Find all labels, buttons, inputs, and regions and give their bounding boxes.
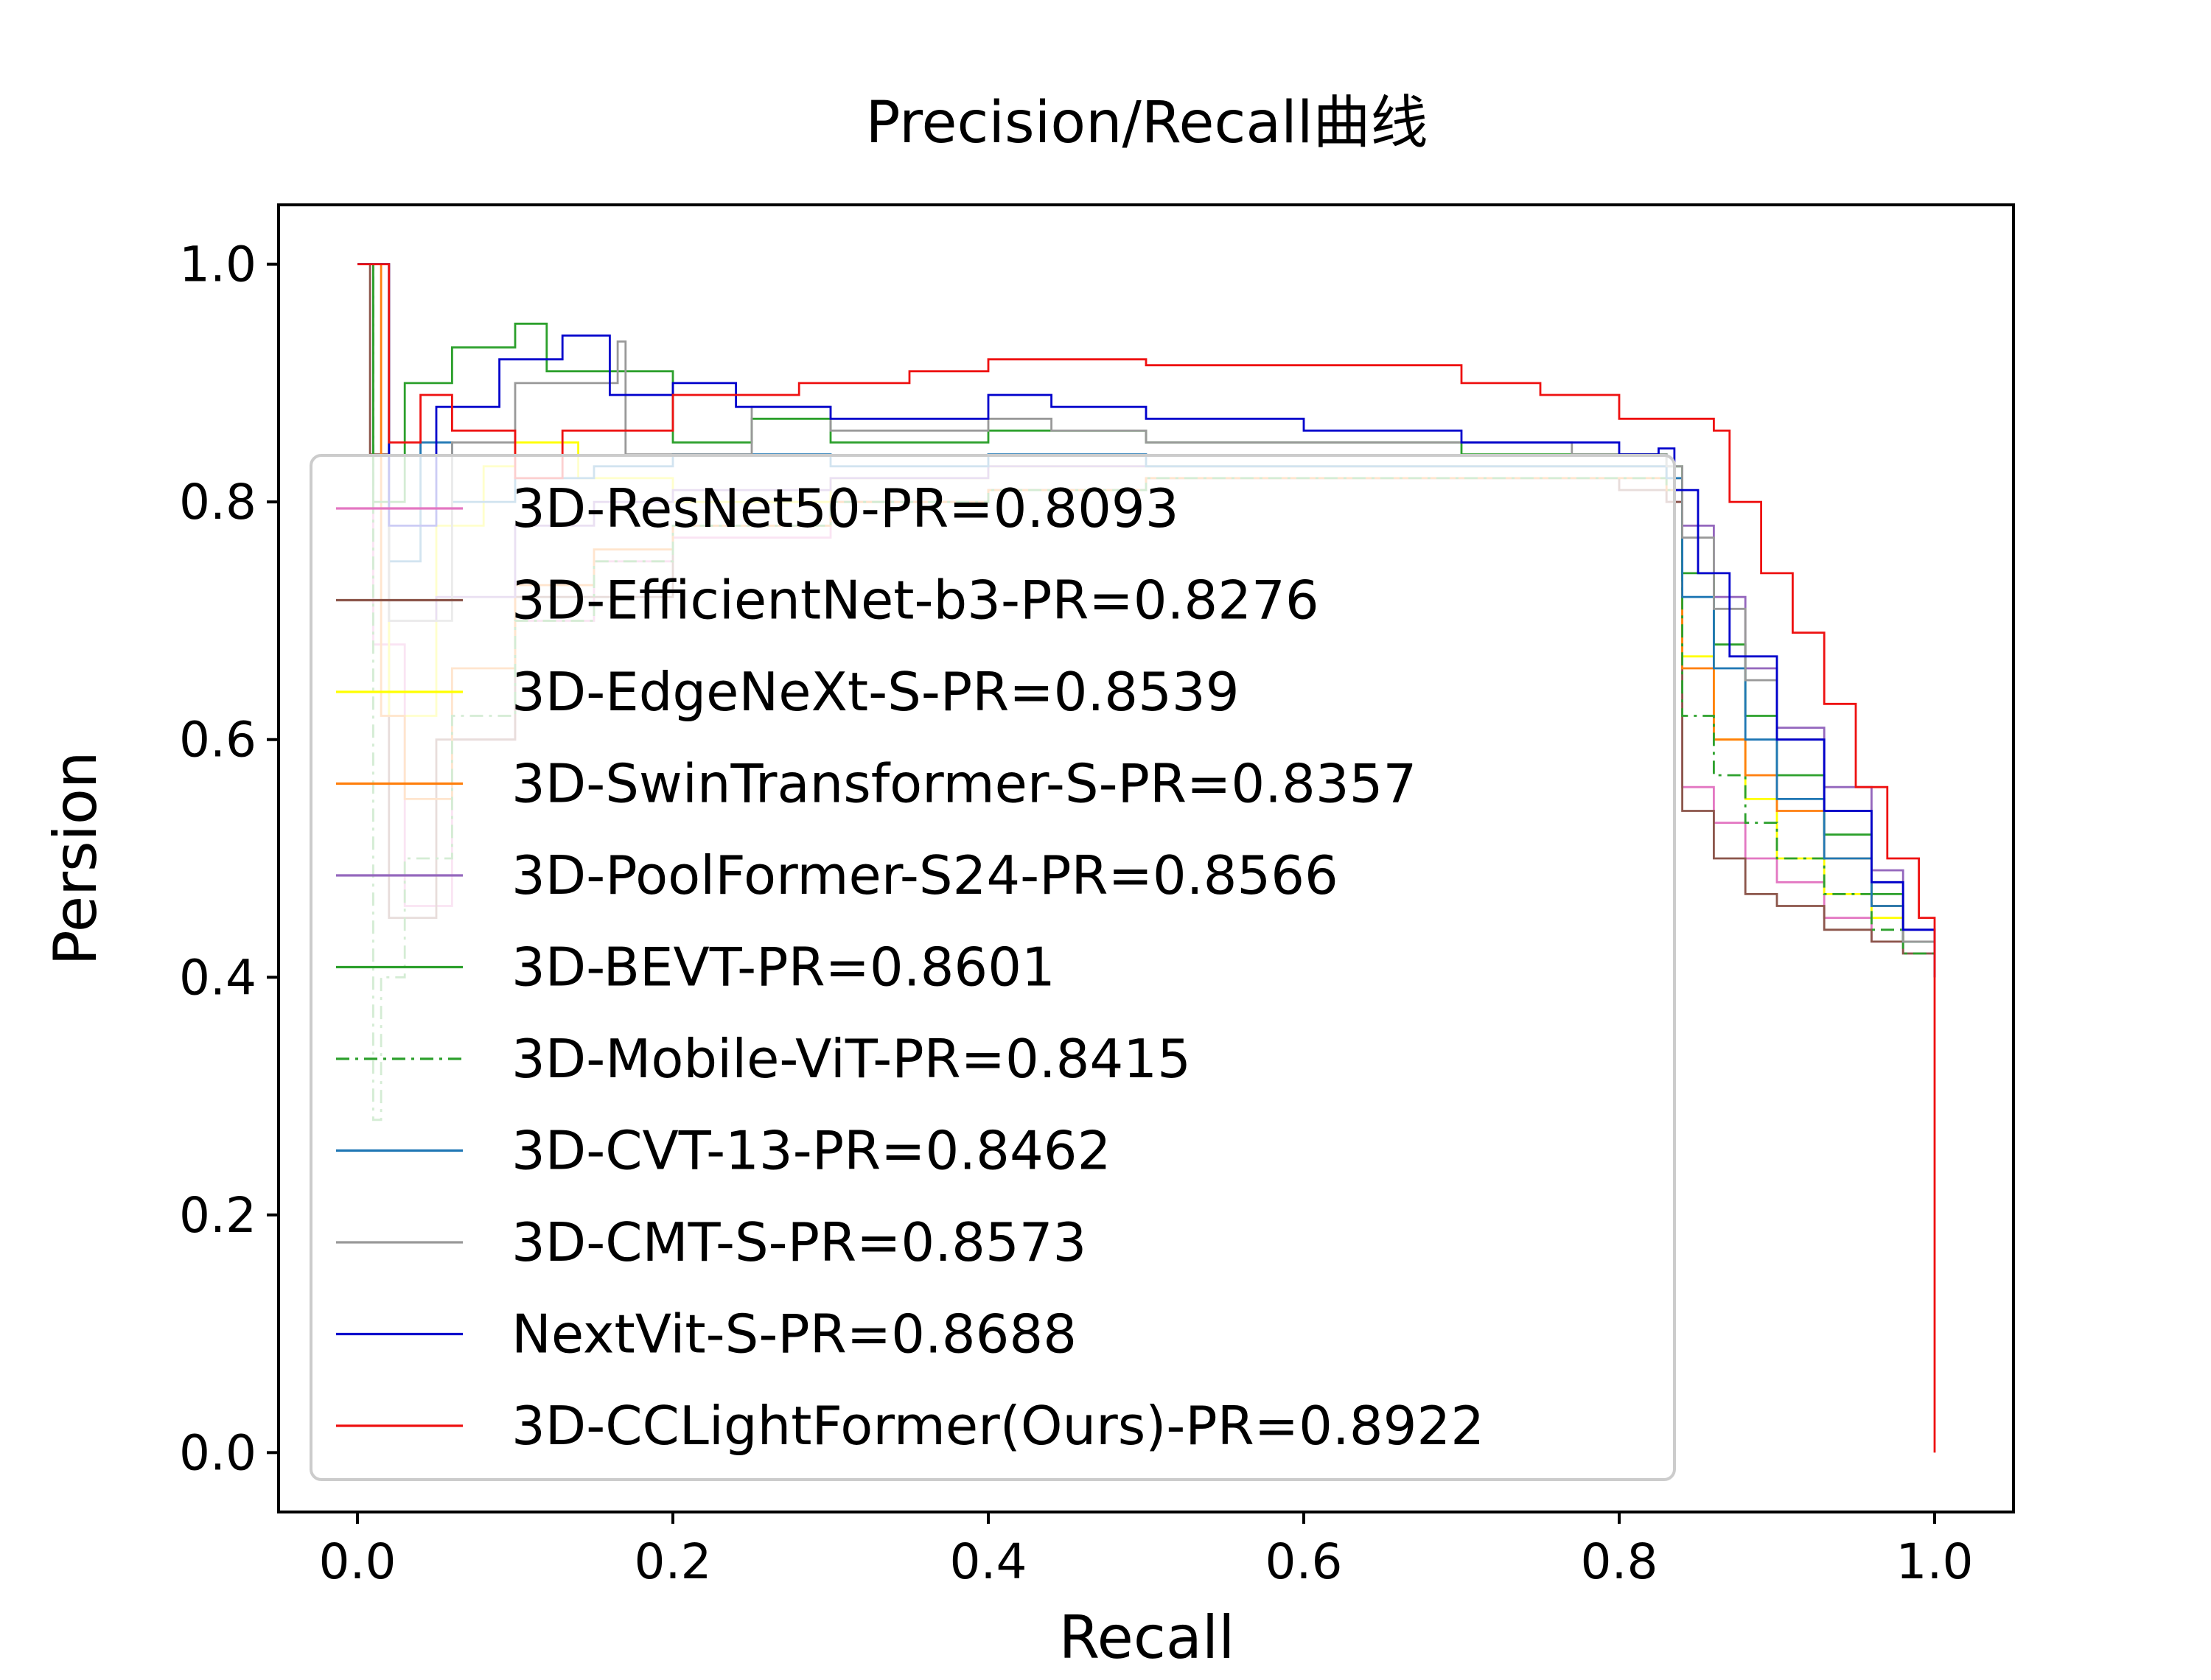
legend: 3D-ResNet50-PR=0.8093 3D-EfficientNet-b3-… bbox=[310, 454, 1676, 1481]
series-line-10 bbox=[357, 263, 1936, 978]
y-tick-label: 0.0 bbox=[179, 1424, 256, 1481]
legend-label: 3D-BEVT-PR=0.8601 bbox=[511, 937, 1055, 998]
y-tick-label: 0.4 bbox=[179, 949, 256, 1006]
y-tick-label: 1.0 bbox=[179, 237, 256, 293]
x-axis: 0.0 0.2 0.4 0.6 0.8 1.0 bbox=[319, 1512, 1974, 1590]
x-axis-label: Recall bbox=[1059, 1603, 1235, 1672]
legend-label: 3D-CMT-S-PR=0.8573 bbox=[511, 1211, 1086, 1273]
x-tick-label: 0.4 bbox=[950, 1533, 1027, 1590]
y-tick-label: 0.6 bbox=[179, 712, 256, 769]
legend-label: 3D-EfficientNet-b3-PR=0.8276 bbox=[511, 570, 1319, 631]
chart-title: Precision/Recall曲线 bbox=[865, 90, 1428, 156]
x-tick-label: 0.8 bbox=[1581, 1533, 1658, 1590]
y-axis: 0.0 0.2 0.4 0.6 0.8 1.0 bbox=[179, 237, 279, 1481]
legend-label: 3D-PoolFormer-S24-PR=0.8566 bbox=[511, 844, 1338, 906]
legend-label: 3D-CCLightFormer(Ours)-PR=0.8922 bbox=[511, 1395, 1484, 1457]
y-tick-label: 0.2 bbox=[179, 1187, 256, 1244]
x-tick-label: 0.2 bbox=[635, 1533, 712, 1590]
legend-label: 3D-ResNet50-PR=0.8093 bbox=[511, 477, 1179, 539]
legend-label: 3D-EdgeNeXt-S-PR=0.8539 bbox=[511, 661, 1240, 723]
series-line-11 bbox=[357, 263, 1936, 1453]
y-tick-label: 0.8 bbox=[179, 474, 256, 531]
legend-box bbox=[310, 454, 1676, 1481]
legend-label: 3D-CVT-13-PR=0.8462 bbox=[511, 1120, 1111, 1182]
x-tick-label: 0.0 bbox=[319, 1533, 397, 1590]
x-tick-label: 1.0 bbox=[1896, 1533, 1974, 1590]
legend-label: 3D-Mobile-ViT-PR=0.8415 bbox=[511, 1028, 1191, 1090]
y-axis-label: Persion bbox=[41, 751, 110, 965]
legend-label: NextVit-S-PR=0.8688 bbox=[511, 1303, 1077, 1365]
x-tick-label: 0.6 bbox=[1265, 1533, 1343, 1590]
legend-label: 3D-SwinTransformer-S-PR=0.8357 bbox=[511, 753, 1417, 815]
plot-frame bbox=[277, 203, 2015, 1513]
